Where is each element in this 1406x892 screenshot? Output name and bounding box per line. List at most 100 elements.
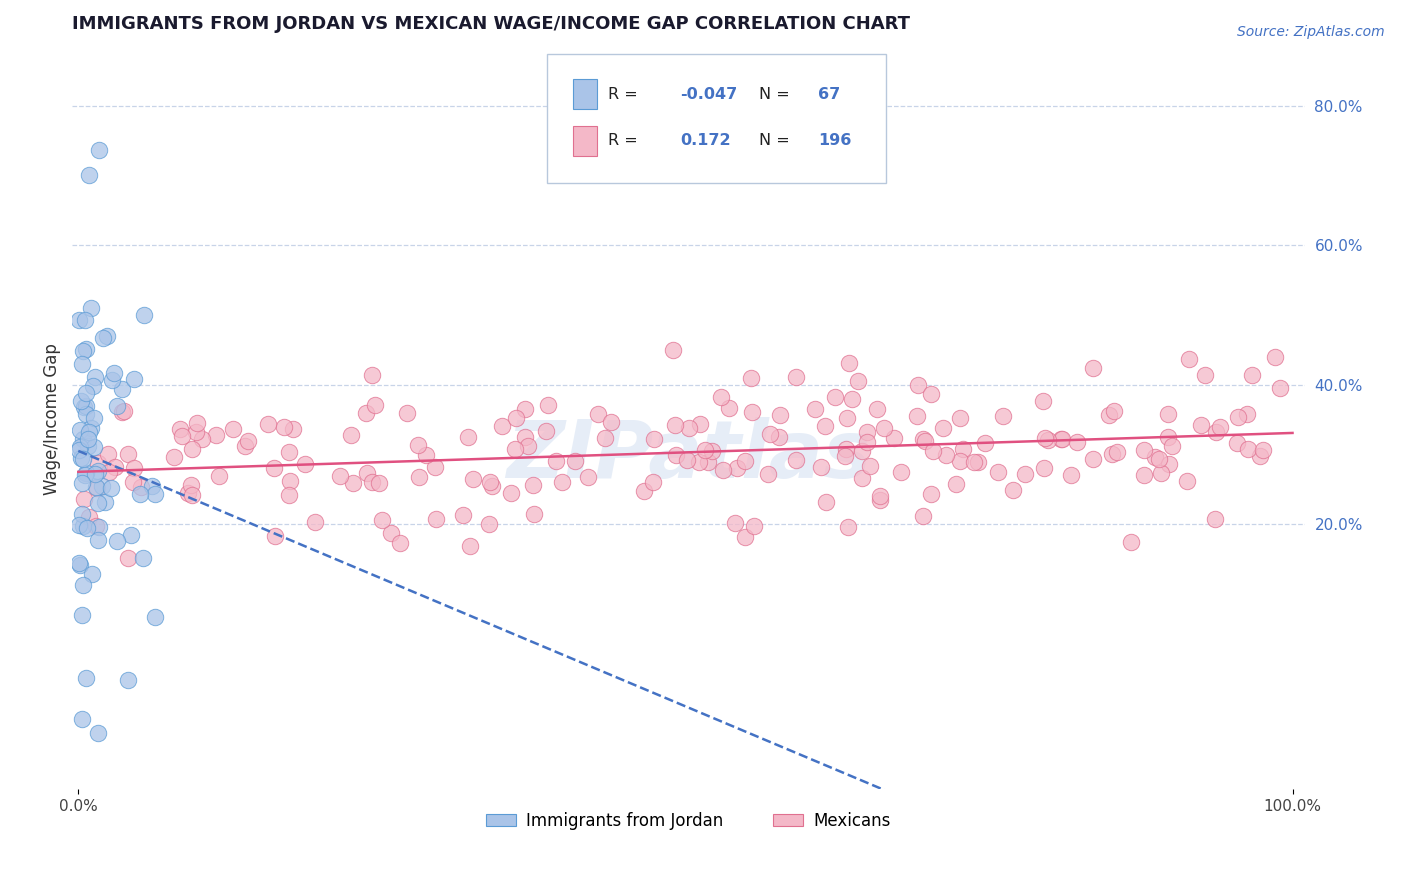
Point (73, 313, 96, 327)
Point (837, 520, 859, 534)
Point (69, 558, 91, 572)
Point (97, 447, 120, 461)
Point (717, 401, 740, 415)
Point (1225, 436, 1247, 450)
Point (991, 409, 1014, 423)
Point (516, 439, 538, 453)
Point (513, 402, 536, 417)
Point (177, 486, 200, 500)
Point (87, 143, 110, 157)
Point (277, 488, 299, 502)
Point (463, 472, 485, 486)
Point (1240, 368, 1263, 383)
Point (75, 386, 97, 401)
Point (963, 455, 986, 469)
Point (273, 420, 295, 434)
Point (921, 443, 943, 458)
Point (361, 368, 384, 382)
Point (70, 507, 93, 521)
Point (935, 448, 957, 462)
Point (1036, 433, 1059, 447)
Text: Source: ZipAtlas.com: Source: ZipAtlas.com (1237, 25, 1385, 39)
Point (371, 513, 394, 527)
Point (952, 442, 974, 457)
Point (932, 421, 955, 435)
Point (141, 479, 163, 493)
Point (810, 460, 832, 475)
Point (73, 491, 96, 506)
Point (1102, 403, 1125, 417)
Point (1178, 351, 1201, 366)
Point (304, 515, 326, 529)
Point (523, 507, 546, 521)
Point (522, 478, 544, 492)
Point (101, 373, 124, 387)
Point (1157, 430, 1180, 444)
Point (70, 713, 93, 727)
Point (851, 471, 873, 485)
Point (869, 489, 891, 503)
Point (1160, 439, 1182, 453)
Point (1144, 450, 1167, 465)
Point (1081, 360, 1104, 375)
Point (643, 475, 665, 490)
FancyBboxPatch shape (572, 126, 598, 155)
Point (122, 461, 145, 475)
Point (1175, 474, 1198, 488)
Point (534, 424, 557, 438)
Point (408, 470, 430, 484)
Point (815, 495, 838, 509)
Point (84, 519, 107, 533)
Point (181, 442, 204, 456)
Point (87, 457, 110, 471)
Point (84, 467, 107, 481)
Point (920, 387, 942, 401)
Point (79, 510, 101, 524)
Point (122, 475, 145, 490)
Point (263, 529, 285, 543)
Point (406, 438, 429, 452)
Point (263, 460, 285, 475)
Point (696, 455, 718, 469)
Point (1083, 452, 1105, 467)
Point (689, 417, 711, 431)
Point (75, 672, 97, 686)
Point (72, 400, 94, 414)
Point (69, 440, 91, 454)
Text: R =: R = (609, 87, 643, 102)
Point (339, 427, 361, 442)
Point (702, 443, 724, 458)
Point (67, 556, 90, 570)
Point (945, 477, 967, 491)
Point (633, 483, 655, 498)
Point (86, 481, 108, 495)
Point (415, 448, 437, 462)
Point (744, 518, 766, 533)
Point (481, 479, 503, 493)
Point (478, 475, 501, 490)
Point (77, 425, 100, 439)
Point (505, 410, 527, 425)
Point (105, 534, 128, 549)
Point (478, 516, 501, 531)
Point (180, 478, 202, 492)
Point (111, 382, 134, 396)
Point (169, 422, 191, 436)
Point (356, 406, 378, 420)
Point (132, 308, 155, 322)
Point (859, 458, 882, 473)
Point (1101, 447, 1123, 461)
Point (838, 356, 860, 370)
Point (1050, 432, 1073, 446)
Point (503, 442, 526, 456)
Point (277, 444, 299, 458)
Point (949, 454, 972, 468)
Point (75, 399, 97, 413)
Point (740, 370, 762, 384)
Point (1150, 466, 1173, 480)
Point (460, 539, 482, 553)
Point (920, 487, 942, 501)
Point (949, 410, 972, 425)
Point (389, 535, 412, 549)
Point (162, 450, 184, 464)
